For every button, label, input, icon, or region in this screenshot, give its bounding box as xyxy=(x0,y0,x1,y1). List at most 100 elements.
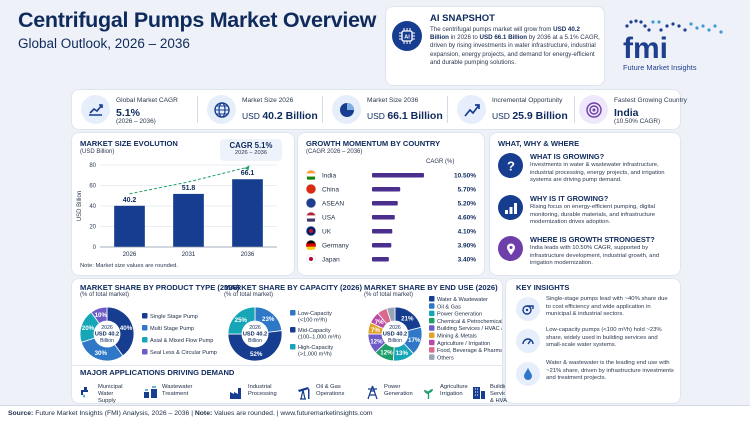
stat-size-2036: Market Size 2036 USD 66.1 Billion xyxy=(327,90,443,129)
legend-swatch xyxy=(429,332,435,338)
capacity-sub: (% of total market) xyxy=(224,292,274,298)
stat-2036-value: USD 66.1 Billion xyxy=(367,110,443,122)
building-icon xyxy=(470,384,487,401)
donut-slice xyxy=(386,306,396,323)
x-tick-label: 2031 xyxy=(182,251,196,258)
where-growth-text: India leads with 10.50% CAGR, supported … xyxy=(530,245,660,267)
y-tick-label: 40 xyxy=(89,204,96,210)
stat-country-cagr: (10.50% CAGR) xyxy=(614,118,661,125)
legend-swatch xyxy=(142,325,148,331)
bar-value-label: 4.10% xyxy=(458,228,477,235)
ai-chip-icon: AI xyxy=(392,21,422,51)
legend-label: Low-Capacity (<100 m³/h) xyxy=(298,311,332,324)
cagr-badge: CAGR 5.1% 2026 – 2036 xyxy=(220,139,282,161)
key-stats-bar: Global Market CAGR 5.1% (2026 – 2036) Ma… xyxy=(72,90,687,129)
product-type-title: MARKET SHARE BY PRODUCT TYPE (2026) xyxy=(80,283,240,292)
growth-chart: India 10.50%China 5.70%ASEAN 5.20%USA 4.60%U… xyxy=(305,169,477,264)
slice-value-label: 7% xyxy=(371,327,380,334)
bar-value-label: 51.8 xyxy=(182,185,196,192)
insight-water-wastewater: Water & wastewater is the leading end us… xyxy=(546,360,674,382)
bar xyxy=(114,205,145,247)
flag-emblem xyxy=(309,257,313,261)
legend-swatch xyxy=(429,325,435,331)
slice-value-label: 23% xyxy=(262,316,275,323)
y-tick-label: 0 xyxy=(93,245,97,251)
donut-center-label: Billion xyxy=(100,338,114,344)
slice-value-label: 40% xyxy=(120,325,133,332)
svg-text:AI: AI xyxy=(404,34,410,40)
legend-label: Axial & Mixed Flow Pump xyxy=(150,338,213,344)
product-type-sub: (% of total market) xyxy=(80,292,130,298)
market-size-note: Note: Market size values are rounded. xyxy=(80,263,178,269)
stat-opportunity-value: USD 25.9 Billion xyxy=(492,110,568,122)
where-growth-title: WHERE IS GROWTH STRONGEST? xyxy=(530,235,655,244)
water-tap-icon xyxy=(78,384,95,401)
market-size-title: MARKET SIZE EVOLUTION xyxy=(80,139,178,148)
footer: Source: Future Market Insights (FMI) Ana… xyxy=(0,405,750,421)
stat-cagr: Global Market CAGR 5.1% (2026 – 2036) xyxy=(76,90,191,129)
legend-label: Mid-Capacity (100–1,000 m³/h) xyxy=(298,328,341,341)
factory-icon xyxy=(228,384,245,401)
legend-swatch xyxy=(429,317,435,324)
stat-opportunity-label: Incremental Opportunity xyxy=(492,97,563,104)
country-label: Japan xyxy=(322,256,340,263)
growth-chart-icon xyxy=(81,95,110,124)
pump-icon xyxy=(516,297,540,321)
bar-value-label: 10.50% xyxy=(454,172,476,179)
slice-value-label: 7% xyxy=(375,319,384,326)
legend-label: Food, Beverage & Pharma xyxy=(437,348,502,354)
bar xyxy=(372,243,392,248)
country-label: Germany xyxy=(322,242,349,249)
legend-label: Chemical & Petrochemical xyxy=(437,319,502,325)
flag-icon xyxy=(305,198,317,209)
legend-label: Oil & Gas xyxy=(437,304,461,310)
donut-slice xyxy=(227,330,283,362)
legend-label: Power Generation xyxy=(437,312,482,318)
location-pin-icon xyxy=(498,236,523,261)
legend-swatch xyxy=(290,344,296,350)
page-title: Centrifugal Pumps Market Overview xyxy=(18,8,377,32)
bar xyxy=(372,201,398,206)
irrigation-icon xyxy=(420,384,437,401)
snapshot-text: The centrifugal pumps market will grow f… xyxy=(430,26,600,66)
bar xyxy=(372,187,401,192)
stat-2026-label: Market Size 2026 xyxy=(242,97,294,104)
bar xyxy=(372,173,424,178)
slice-value-label: 20% xyxy=(82,325,95,332)
bar xyxy=(372,257,389,262)
why-growing-title: WHY IS IT GROWING? xyxy=(530,194,609,203)
end-use-sub: (% of total market) xyxy=(364,292,414,298)
slice-value-label: 13% xyxy=(396,350,409,357)
country-label: UK xyxy=(322,228,332,235)
insights-title: KEY INSIGHTS xyxy=(516,283,570,292)
flag-icon xyxy=(305,184,317,195)
stat-country-value: India xyxy=(614,107,639,119)
stat-cagr-value: 5.1% xyxy=(116,107,140,119)
slice-value-label: 25% xyxy=(235,317,248,324)
logo-name: Future Market Insights xyxy=(623,63,697,72)
flag-stripe xyxy=(307,246,315,250)
donut-slice xyxy=(90,306,108,325)
donut-center-label: USD 40.2 xyxy=(383,332,407,338)
country-row: China 5.70% xyxy=(305,184,476,195)
flag-stripe xyxy=(307,218,315,222)
country-row: USA 4.60% xyxy=(305,212,477,223)
globe-icon xyxy=(207,95,236,124)
snapshot-title: AI SNAPSHOT xyxy=(430,13,495,24)
market-size-unit: (USD Billion) xyxy=(80,149,115,155)
logo-letters: fmi xyxy=(623,32,668,65)
legend-swatch xyxy=(142,313,148,319)
oil-pump-icon xyxy=(296,384,313,401)
y-tick-label: 60 xyxy=(89,184,96,190)
treatment-plant-icon xyxy=(142,384,159,401)
end-use-title: MARKET SHARE BY END USE (2026) xyxy=(364,283,498,292)
legend-label: Agriculture / Irrigation xyxy=(437,341,490,347)
bar-value-label: 3.90% xyxy=(458,242,477,249)
y-tick-label: 80 xyxy=(89,163,96,169)
legend-swatch xyxy=(429,296,435,302)
slice-value-label: 17% xyxy=(408,337,421,344)
slice-value-label: 10% xyxy=(95,312,108,319)
trend-line xyxy=(129,166,248,195)
bar-value-label: 4.60% xyxy=(458,214,477,221)
